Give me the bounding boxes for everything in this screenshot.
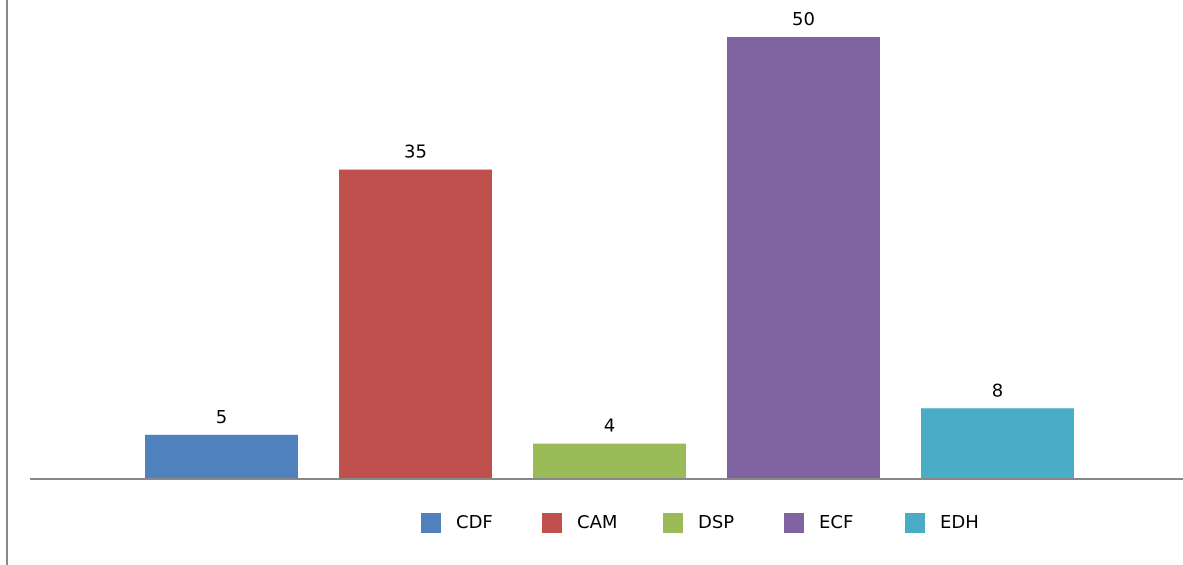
- legend-swatch: [905, 513, 925, 533]
- legend-swatch: [542, 513, 562, 533]
- legend-label: DSP: [698, 512, 734, 533]
- legend-swatch: [784, 513, 804, 533]
- legend-label: CAM: [577, 512, 617, 533]
- legend-swatch: [421, 513, 441, 533]
- bar: [339, 169, 492, 479]
- legend-label: ECF: [819, 512, 853, 533]
- data-label: 35: [404, 142, 427, 163]
- data-label: 4: [604, 416, 615, 437]
- bar: [145, 434, 298, 479]
- bar: [921, 408, 1074, 479]
- legend-label: CDF: [456, 512, 493, 533]
- legend-swatch: [663, 513, 683, 533]
- bar: [727, 37, 880, 479]
- bar: [533, 443, 686, 479]
- data-label: 5: [216, 407, 227, 428]
- data-label: 8: [992, 380, 1003, 401]
- data-label: 50: [792, 9, 815, 30]
- legend-label: EDH: [940, 512, 979, 533]
